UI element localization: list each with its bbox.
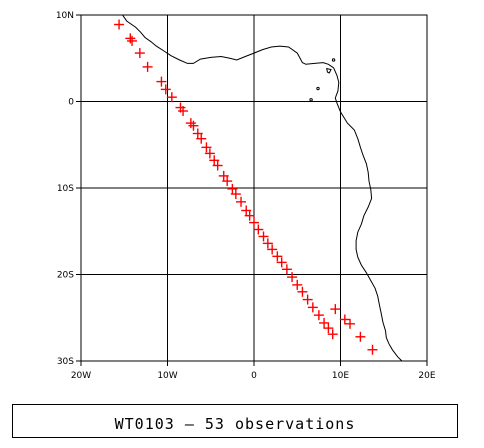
observation-marker [302, 294, 313, 305]
lon-tick-label: 20W [71, 371, 91, 381]
bioko-island [326, 67, 332, 74]
observation-marker [125, 33, 136, 44]
map-caption: WT0103 — 53 observations [114, 415, 356, 433]
observation-marker [319, 317, 330, 328]
observation-marker [218, 170, 229, 181]
lat-tick-label: 0 [68, 98, 74, 108]
observation-marker [249, 217, 259, 228]
observation-marker [178, 106, 189, 117]
observation-marker [262, 238, 273, 249]
island [331, 58, 336, 62]
observation-marker [222, 176, 233, 187]
observation-marker [134, 48, 145, 59]
lat-tick-label: 30S [57, 357, 74, 367]
latitude-tick-labels: 10N 0 10S 20S 30S [56, 11, 74, 367]
observation-marker [345, 318, 356, 329]
observation-marker [201, 142, 212, 153]
observation-marker [142, 61, 153, 72]
observation-marker [307, 302, 318, 313]
island [309, 98, 313, 102]
observation-marker [339, 314, 350, 325]
observation-marker [127, 35, 138, 46]
longitude-tick-labels: 20W 10W 0 10E 20E [71, 371, 436, 381]
observation-marker [192, 128, 203, 139]
observation-marker [160, 84, 171, 95]
lon-tick-label: 10W [157, 371, 177, 381]
observation-marker [272, 251, 283, 262]
observation-marker [244, 210, 255, 221]
observation-marker [355, 331, 366, 342]
caption-box: WT0103 — 53 observations [12, 404, 458, 438]
observation-marker [281, 264, 292, 275]
observation-marker [241, 205, 252, 216]
observation-marker [258, 231, 269, 242]
lat-tick-label: 20S [57, 271, 74, 281]
observation-marker [253, 224, 264, 235]
observation-marker [287, 272, 298, 283]
observation-marker [212, 160, 223, 171]
lat-tick-label: 10N [56, 11, 74, 21]
observation-marker [367, 344, 378, 355]
observation-marker [156, 76, 167, 87]
observation-markers [114, 19, 378, 355]
observation-marker [185, 118, 196, 129]
observation-marker [297, 286, 308, 297]
observation-marker [327, 329, 338, 340]
observation-marker [196, 133, 207, 144]
map-plot: 20W 10W 0 10E 20E 10N 0 10S 20S 30S [56, 11, 436, 381]
observation-marker [267, 244, 278, 255]
observation-marker [227, 183, 238, 194]
lon-tick-label: 10E [332, 371, 349, 381]
africa-coastline [122, 14, 403, 362]
observation-marker [323, 323, 334, 334]
observation-marker [114, 19, 125, 30]
graticule [76, 14, 428, 366]
observation-marker [230, 189, 241, 200]
observation-marker [188, 120, 199, 131]
lon-tick-label: 20E [418, 371, 435, 381]
lon-tick-label: 0 [251, 371, 257, 381]
observation-marker [236, 196, 247, 207]
observation-marker [330, 304, 341, 315]
observation-marker [204, 148, 215, 159]
observation-marker [166, 92, 177, 103]
island [316, 86, 320, 91]
lat-tick-label: 10S [57, 184, 74, 194]
observation-marker [276, 257, 287, 268]
observation-marker [313, 310, 324, 321]
coastline [122, 14, 403, 362]
observation-marker [209, 155, 220, 166]
observation-marker [292, 279, 303, 290]
